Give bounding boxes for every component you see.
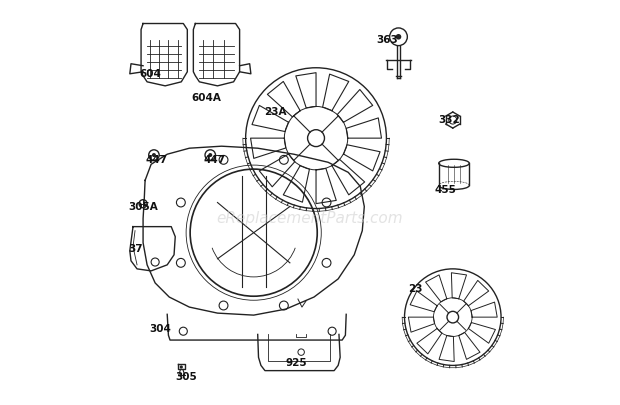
Text: 604: 604 bbox=[139, 69, 161, 79]
Text: 304: 304 bbox=[149, 324, 171, 334]
Circle shape bbox=[152, 153, 156, 157]
Text: 447: 447 bbox=[203, 155, 226, 165]
Text: 332: 332 bbox=[439, 115, 461, 125]
Circle shape bbox=[180, 365, 183, 369]
Text: 447: 447 bbox=[145, 155, 167, 165]
Text: 305A: 305A bbox=[128, 202, 158, 211]
Text: 925: 925 bbox=[286, 358, 308, 369]
Text: eReplacementParts.com: eReplacementParts.com bbox=[216, 211, 404, 226]
Text: 23A: 23A bbox=[264, 107, 286, 117]
Text: 604A: 604A bbox=[192, 93, 221, 103]
Text: 363: 363 bbox=[376, 34, 398, 45]
Text: 455: 455 bbox=[435, 185, 456, 196]
Text: 37: 37 bbox=[128, 244, 143, 254]
Circle shape bbox=[208, 153, 212, 157]
Text: 23: 23 bbox=[409, 284, 423, 294]
Circle shape bbox=[396, 34, 401, 40]
Text: 305: 305 bbox=[175, 373, 197, 382]
